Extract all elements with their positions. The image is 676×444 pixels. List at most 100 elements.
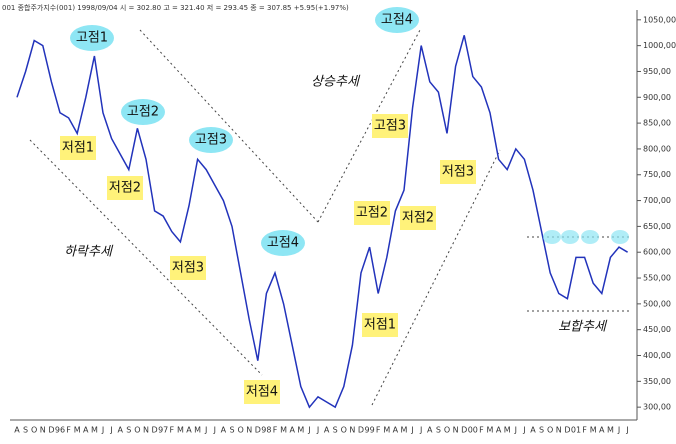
x-tick-label: M bbox=[297, 426, 304, 435]
x-tick-label: J bbox=[109, 426, 112, 435]
x-tick-label: A bbox=[186, 426, 192, 435]
x-tick-label: N bbox=[453, 426, 459, 435]
x-tick-label: 97 bbox=[158, 426, 168, 435]
highlight-box bbox=[244, 380, 280, 404]
y-tick-label: 800,00 bbox=[643, 144, 671, 153]
price-line bbox=[16, 35, 628, 409]
x-tick-label: M bbox=[194, 426, 201, 435]
highlight-ellipse bbox=[70, 25, 114, 51]
x-tick-label: M bbox=[280, 426, 287, 435]
annotation: 고점3 bbox=[195, 133, 227, 148]
x-tick-label: A bbox=[221, 426, 227, 435]
annotation: 저점1 bbox=[364, 318, 396, 333]
x-tick-label: M bbox=[74, 426, 81, 435]
x-tick-label: A bbox=[427, 426, 433, 435]
x-tick-label: M bbox=[91, 426, 98, 435]
highlight-box bbox=[440, 160, 476, 184]
x-tick-label: A bbox=[599, 426, 605, 435]
highlight-box bbox=[400, 206, 436, 230]
x-tick-label: M bbox=[504, 426, 511, 435]
x-tick-label: S bbox=[23, 426, 28, 435]
x-tick-label: O bbox=[444, 426, 450, 435]
x-tick-label: M bbox=[401, 426, 408, 435]
x-tick-label: F bbox=[479, 426, 484, 435]
x-tick-label: O bbox=[134, 426, 140, 435]
highlight-box bbox=[107, 176, 143, 200]
annotation: 고점2 bbox=[127, 105, 159, 120]
x-tick-label: M bbox=[177, 426, 184, 435]
y-tick-label: 400,00 bbox=[643, 351, 671, 360]
x-tick-label: F bbox=[582, 426, 587, 435]
x-tick-label: D bbox=[461, 426, 467, 435]
y-tick-label: 600,00 bbox=[643, 248, 671, 257]
x-tick-label: F bbox=[273, 426, 278, 435]
highlight-ellipse bbox=[261, 230, 305, 256]
x-tick-label: J bbox=[213, 426, 216, 435]
y-tick-label: 300,00 bbox=[643, 403, 671, 412]
x-tick-label: M bbox=[383, 426, 390, 435]
x-tick-label: M bbox=[607, 426, 614, 435]
annotation: 고점3 bbox=[374, 119, 406, 134]
y-tick-label: 850,00 bbox=[643, 119, 671, 128]
annotation: 저점3 bbox=[442, 165, 474, 180]
x-tick-label: N bbox=[40, 426, 46, 435]
x-tick-label: M bbox=[487, 426, 494, 435]
y-tick-label: 350,00 bbox=[643, 377, 671, 386]
x-tick-label: S bbox=[229, 426, 234, 435]
x-tick-label: A bbox=[14, 426, 20, 435]
x-tick-label: J bbox=[617, 426, 620, 435]
x-tick-label: A bbox=[496, 426, 502, 435]
x-tick-label: F bbox=[169, 426, 174, 435]
x-tick-label: J bbox=[625, 426, 628, 435]
x-tick-label: A bbox=[530, 426, 536, 435]
y-tick-label: 750,00 bbox=[643, 170, 671, 179]
range-marker bbox=[611, 230, 629, 244]
highlight-box bbox=[60, 136, 96, 160]
x-tick-label: N bbox=[556, 426, 562, 435]
x-tick-label: N bbox=[143, 426, 149, 435]
x-tick-label: J bbox=[410, 426, 413, 435]
x-tick-label: 96 bbox=[55, 426, 65, 435]
x-tick-label: A bbox=[324, 426, 330, 435]
annotation: 저점3 bbox=[172, 261, 204, 276]
x-tick-label: A bbox=[117, 426, 123, 435]
annotation: 하락추세 bbox=[64, 245, 114, 260]
y-tick-label: 450,00 bbox=[643, 325, 671, 334]
annotation: 저점1 bbox=[62, 141, 94, 156]
highlight-box bbox=[354, 201, 390, 225]
x-tick-label: N bbox=[246, 426, 252, 435]
x-tick-label: D bbox=[48, 426, 54, 435]
y-tick-label: 950,00 bbox=[643, 67, 671, 76]
x-tick-label: 01 bbox=[571, 426, 581, 435]
x-tick-label: M bbox=[590, 426, 597, 435]
y-tick-label: 1050,00 bbox=[643, 15, 676, 24]
x-tick-label: A bbox=[393, 426, 399, 435]
annotation: 고점4 bbox=[267, 236, 299, 251]
trend-lines bbox=[29, 29, 632, 406]
x-tick-label: N bbox=[349, 426, 355, 435]
range-marker bbox=[543, 230, 561, 244]
x-tick-label: O bbox=[341, 426, 347, 435]
annotation: 상승추세 bbox=[311, 75, 361, 90]
range-marker bbox=[581, 230, 599, 244]
x-tick-label: D bbox=[152, 426, 158, 435]
highlight-ellipse bbox=[121, 99, 165, 125]
annotation: 고점4 bbox=[381, 13, 413, 28]
x-tick-label: J bbox=[204, 426, 207, 435]
x-tick-label: S bbox=[333, 426, 338, 435]
y-tick-label: 700,00 bbox=[643, 196, 671, 205]
annotation: 저점2 bbox=[402, 211, 434, 226]
header: 001 종합주가지수(001) 1998/09/04 시 = 302.80 고 … bbox=[2, 3, 349, 12]
y-tick-label: 500,00 bbox=[643, 299, 671, 308]
x-tick-label: A bbox=[83, 426, 89, 435]
highlight-ellipse bbox=[189, 127, 233, 153]
x-tick-label: J bbox=[514, 426, 517, 435]
annotation: 저점2 bbox=[109, 181, 141, 196]
highlight-box bbox=[170, 256, 206, 280]
highlight-box bbox=[372, 114, 408, 138]
annotation: 고점1 bbox=[76, 31, 108, 46]
x-tick-label: 98 bbox=[261, 426, 271, 435]
x-tick-label: D bbox=[255, 426, 261, 435]
